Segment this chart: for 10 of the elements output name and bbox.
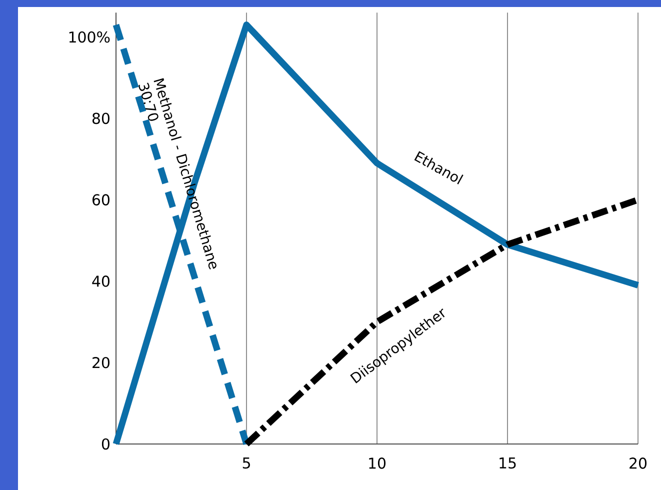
- y-tick-label: 80: [92, 112, 110, 124]
- y-tick-label: 60: [92, 194, 110, 206]
- x-tick-label: 15: [500, 458, 516, 469]
- y-tick-label: 20: [92, 356, 110, 368]
- y-tick-label: 100%: [69, 31, 110, 43]
- x-tick-label: 10: [369, 458, 386, 469]
- x-tick-label: 5: [242, 458, 250, 469]
- y-tick-label: 40: [92, 276, 110, 287]
- y-tick-label: 0: [102, 438, 110, 450]
- x-tick-label: 20: [630, 458, 647, 469]
